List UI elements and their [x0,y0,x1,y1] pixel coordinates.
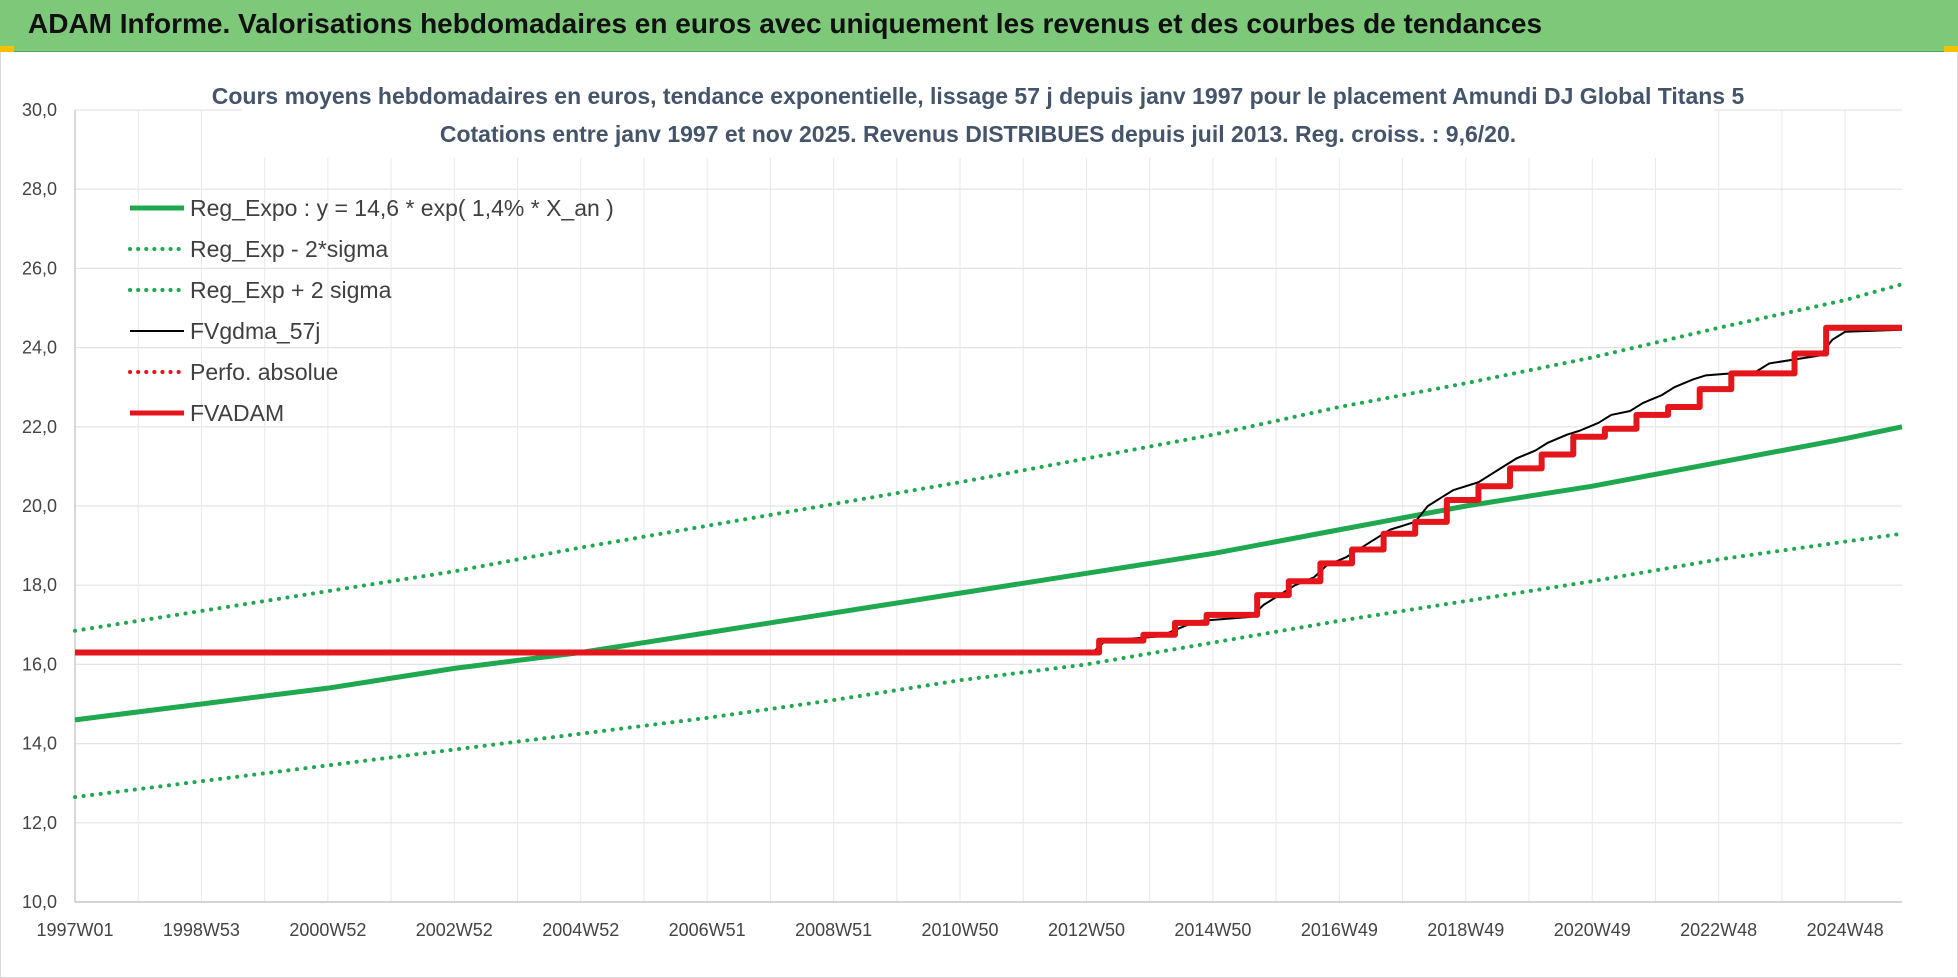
x-tick-label: 2000W52 [289,920,366,940]
y-tick-label: 26,0 [22,258,57,278]
y-axis: 10,0 12,0 14,0 16,0 18,0 20,0 22,0 24,0 26,0 28,0… [22,100,57,912]
banner-title: ADAM Informe. Valorisations hebdomadaire… [28,8,1543,39]
corner-marker-right [1944,46,1958,52]
title-background [242,70,1714,158]
y-tick-label: 20,0 [22,496,57,516]
x-tick-label: 1997W01 [36,920,113,940]
x-tick-label: 2012W50 [1048,920,1125,940]
grid-layer [74,109,1902,903]
y-tick-label: 16,0 [22,654,57,674]
x-tick-label: 1998W53 [163,920,240,940]
x-tick-label: 2014W50 [1174,920,1251,940]
legend: Reg_Expo : y = 14,6 * exp( 1,4% * X_an )… [128,195,614,426]
x-tick-label: 2008W51 [795,920,872,940]
y-tick-label: 22,0 [22,417,57,437]
series-line-1 [73,531,1904,800]
y-tick-label: 12,0 [22,813,57,833]
legend-label: FVADAM [190,400,284,426]
y-tick-label: 28,0 [22,179,57,199]
legend-label: Reg_Exp + 2 sigma [190,277,392,303]
legend-label: FVgdma_57j [190,318,320,344]
legend-label: Reg_Exp - 2*sigma [190,236,388,262]
x-tick-label: 2022W48 [1680,920,1757,940]
chart-title: Cours moyens hebdomadaires en euros, ten… [212,83,1745,109]
x-tick-label: 2016W49 [1301,920,1378,940]
y-tick-label: 18,0 [22,575,57,595]
x-tick-label: 2024W48 [1807,920,1884,940]
legend-label: Reg_Expo : y = 14,6 * exp( 1,4% * X_an ) [190,195,614,221]
chart-subtitle: Cotations entre janv 1997 et nov 2025. R… [440,121,1516,147]
x-axis: 1997W01 1998W53 2000W52 2002W52 2004W52 2006W… [36,920,1883,940]
series-layer [73,282,1904,800]
x-tick-label: 2020W49 [1554,920,1631,940]
corner-marker-left [0,46,14,52]
series-line-0 [74,424,1903,723]
y-tick-label: 10,0 [22,892,57,912]
x-tick-label: 2002W52 [416,920,493,940]
y-tick-label: 24,0 [22,338,57,358]
report-banner: ADAM Informe. Valorisations hebdomadaire… [0,0,1958,52]
x-tick-label: 2006W51 [669,920,746,940]
y-tick-label: 14,0 [22,734,57,754]
x-tick-label: 2004W52 [542,920,619,940]
series-line-3 [75,328,1903,654]
x-tick-label: 2018W49 [1427,920,1504,940]
series-line-2 [73,282,1904,633]
legend-label: Perfo. absolue [190,359,338,385]
x-tick-label: 2010W50 [922,920,999,940]
series-line-5 [75,324,1902,656]
y-tick-label: 30,0 [22,100,57,120]
